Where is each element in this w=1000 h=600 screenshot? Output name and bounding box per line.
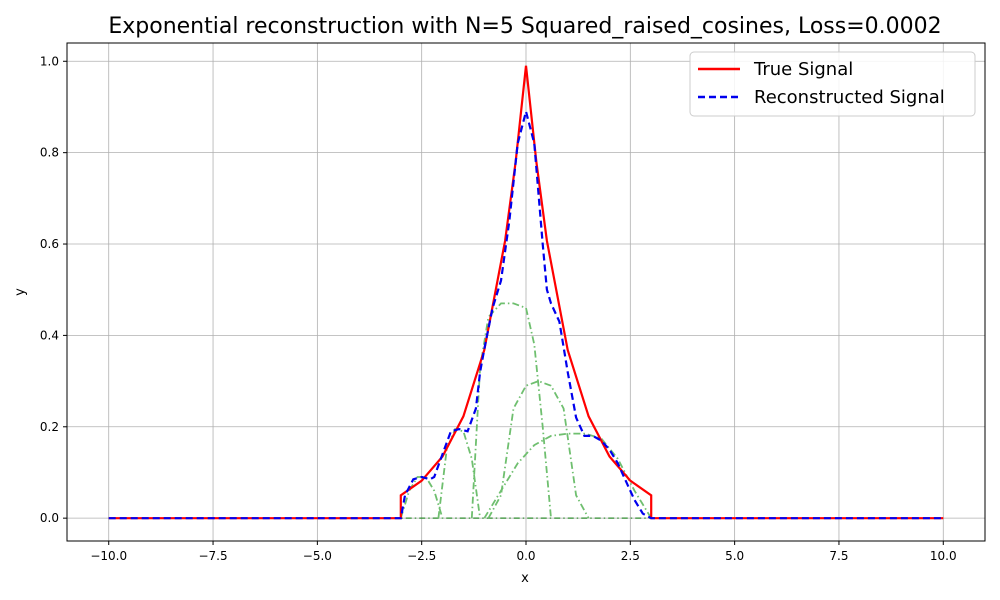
y-axis-label: y [13,288,28,296]
y-tick-label: 0.8 [40,146,59,160]
legend-label-reconstructed-signal: Reconstructed Signal [754,87,945,108]
x-tick-label: −2.5 [407,549,436,563]
x-axis-label: x [521,571,529,586]
basis-function-4 [487,380,590,519]
basis-function-3 [470,302,552,519]
y-tick-label: 0.2 [40,420,59,434]
y-tick-label: 0.4 [40,328,59,342]
legend-box [689,51,976,117]
legend: True Signal Reconstructed Signal [689,51,976,117]
x-tick-label: 0.0 [516,549,535,563]
x-tick-label: −7.5 [198,549,227,563]
y-tick-label: 0.0 [40,511,59,525]
series-line-reconstructed-signal [108,107,944,520]
x-tick-label: 2.5 [621,549,640,563]
series-lines [108,65,944,520]
y-tick-label: 1.0 [40,54,59,68]
x-axis-ticks: −10.0 −7.5 −5.0 −2.5 0.0 2.5 5.0 7.5 10.0 [90,541,957,563]
y-axis-ticks: 0.0 0.2 0.4 0.6 0.8 1.0 [40,54,67,525]
grid [67,43,985,541]
x-tick-label: 7.5 [829,549,848,563]
series-line-true-signal [108,65,944,520]
y-tick-label: 0.6 [40,237,59,251]
legend-label-true-signal: True Signal [753,59,853,80]
basis-function-5 [483,432,652,519]
x-tick-label: −10.0 [90,549,127,563]
x-tick-label: 10.0 [930,549,957,563]
x-tick-label: −5.0 [303,549,332,563]
x-tick-label: 5.0 [725,549,744,563]
chart-title: Exponential reconstruction with N=5 Squa… [108,14,941,39]
